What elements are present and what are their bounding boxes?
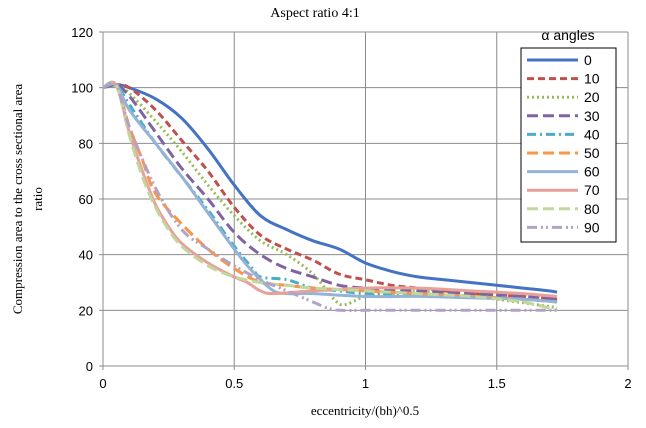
legend-label: 20 — [584, 89, 600, 105]
y-tick-label: 60 — [79, 192, 93, 207]
series-line-90 — [102, 81, 558, 313]
y-tick-label: 20 — [79, 303, 93, 318]
legend-label: 80 — [584, 201, 600, 217]
legend-label: 50 — [584, 145, 600, 161]
series-line-0 — [102, 83, 558, 294]
y-tick-label: 120 — [71, 25, 93, 40]
y-axis-label-line: Compression area to the cross sectional … — [10, 84, 25, 315]
x-tick-label: 0 — [99, 376, 106, 391]
series-line-70 — [102, 80, 558, 298]
y-axis-label: Compression area to the cross sectional … — [10, 84, 45, 315]
legend-label: 10 — [584, 71, 600, 87]
x-tick-label: 1.5 — [488, 376, 506, 391]
x-tick-label: 0.5 — [225, 376, 243, 391]
y-tick-label: 0 — [86, 359, 93, 374]
series-line-20 — [102, 83, 558, 310]
legend-label: 70 — [584, 182, 600, 198]
legend-label: 30 — [584, 108, 600, 124]
legend-label: 60 — [584, 164, 600, 180]
x-axis-label: eccentricity/(bh)^0.5 — [311, 403, 419, 418]
legend: α angles 0 10 20 30 40 50 60 70 80 90 — [520, 27, 617, 243]
legend-title: α angles — [541, 27, 594, 43]
series-line-80 — [102, 80, 558, 312]
legend-label: 40 — [584, 126, 600, 142]
legend-label: 0 — [584, 52, 592, 68]
x-tick-label: 1 — [362, 376, 369, 391]
chart-title: Aspect ratio 4:1 — [270, 6, 359, 21]
y-tick-label: 100 — [71, 81, 93, 96]
series-lines — [102, 80, 558, 313]
legend-box — [520, 47, 617, 243]
y-tick-label: 80 — [79, 136, 93, 151]
y-axis-label-line: ratio — [30, 187, 45, 211]
series-line-10 — [102, 83, 558, 301]
series-line-30 — [102, 83, 558, 301]
legend-label: 90 — [584, 219, 600, 235]
x-tick-label: 2 — [624, 376, 631, 391]
series-line-60 — [102, 82, 558, 304]
y-tick-label: 40 — [79, 248, 93, 263]
grid — [103, 31, 629, 366]
